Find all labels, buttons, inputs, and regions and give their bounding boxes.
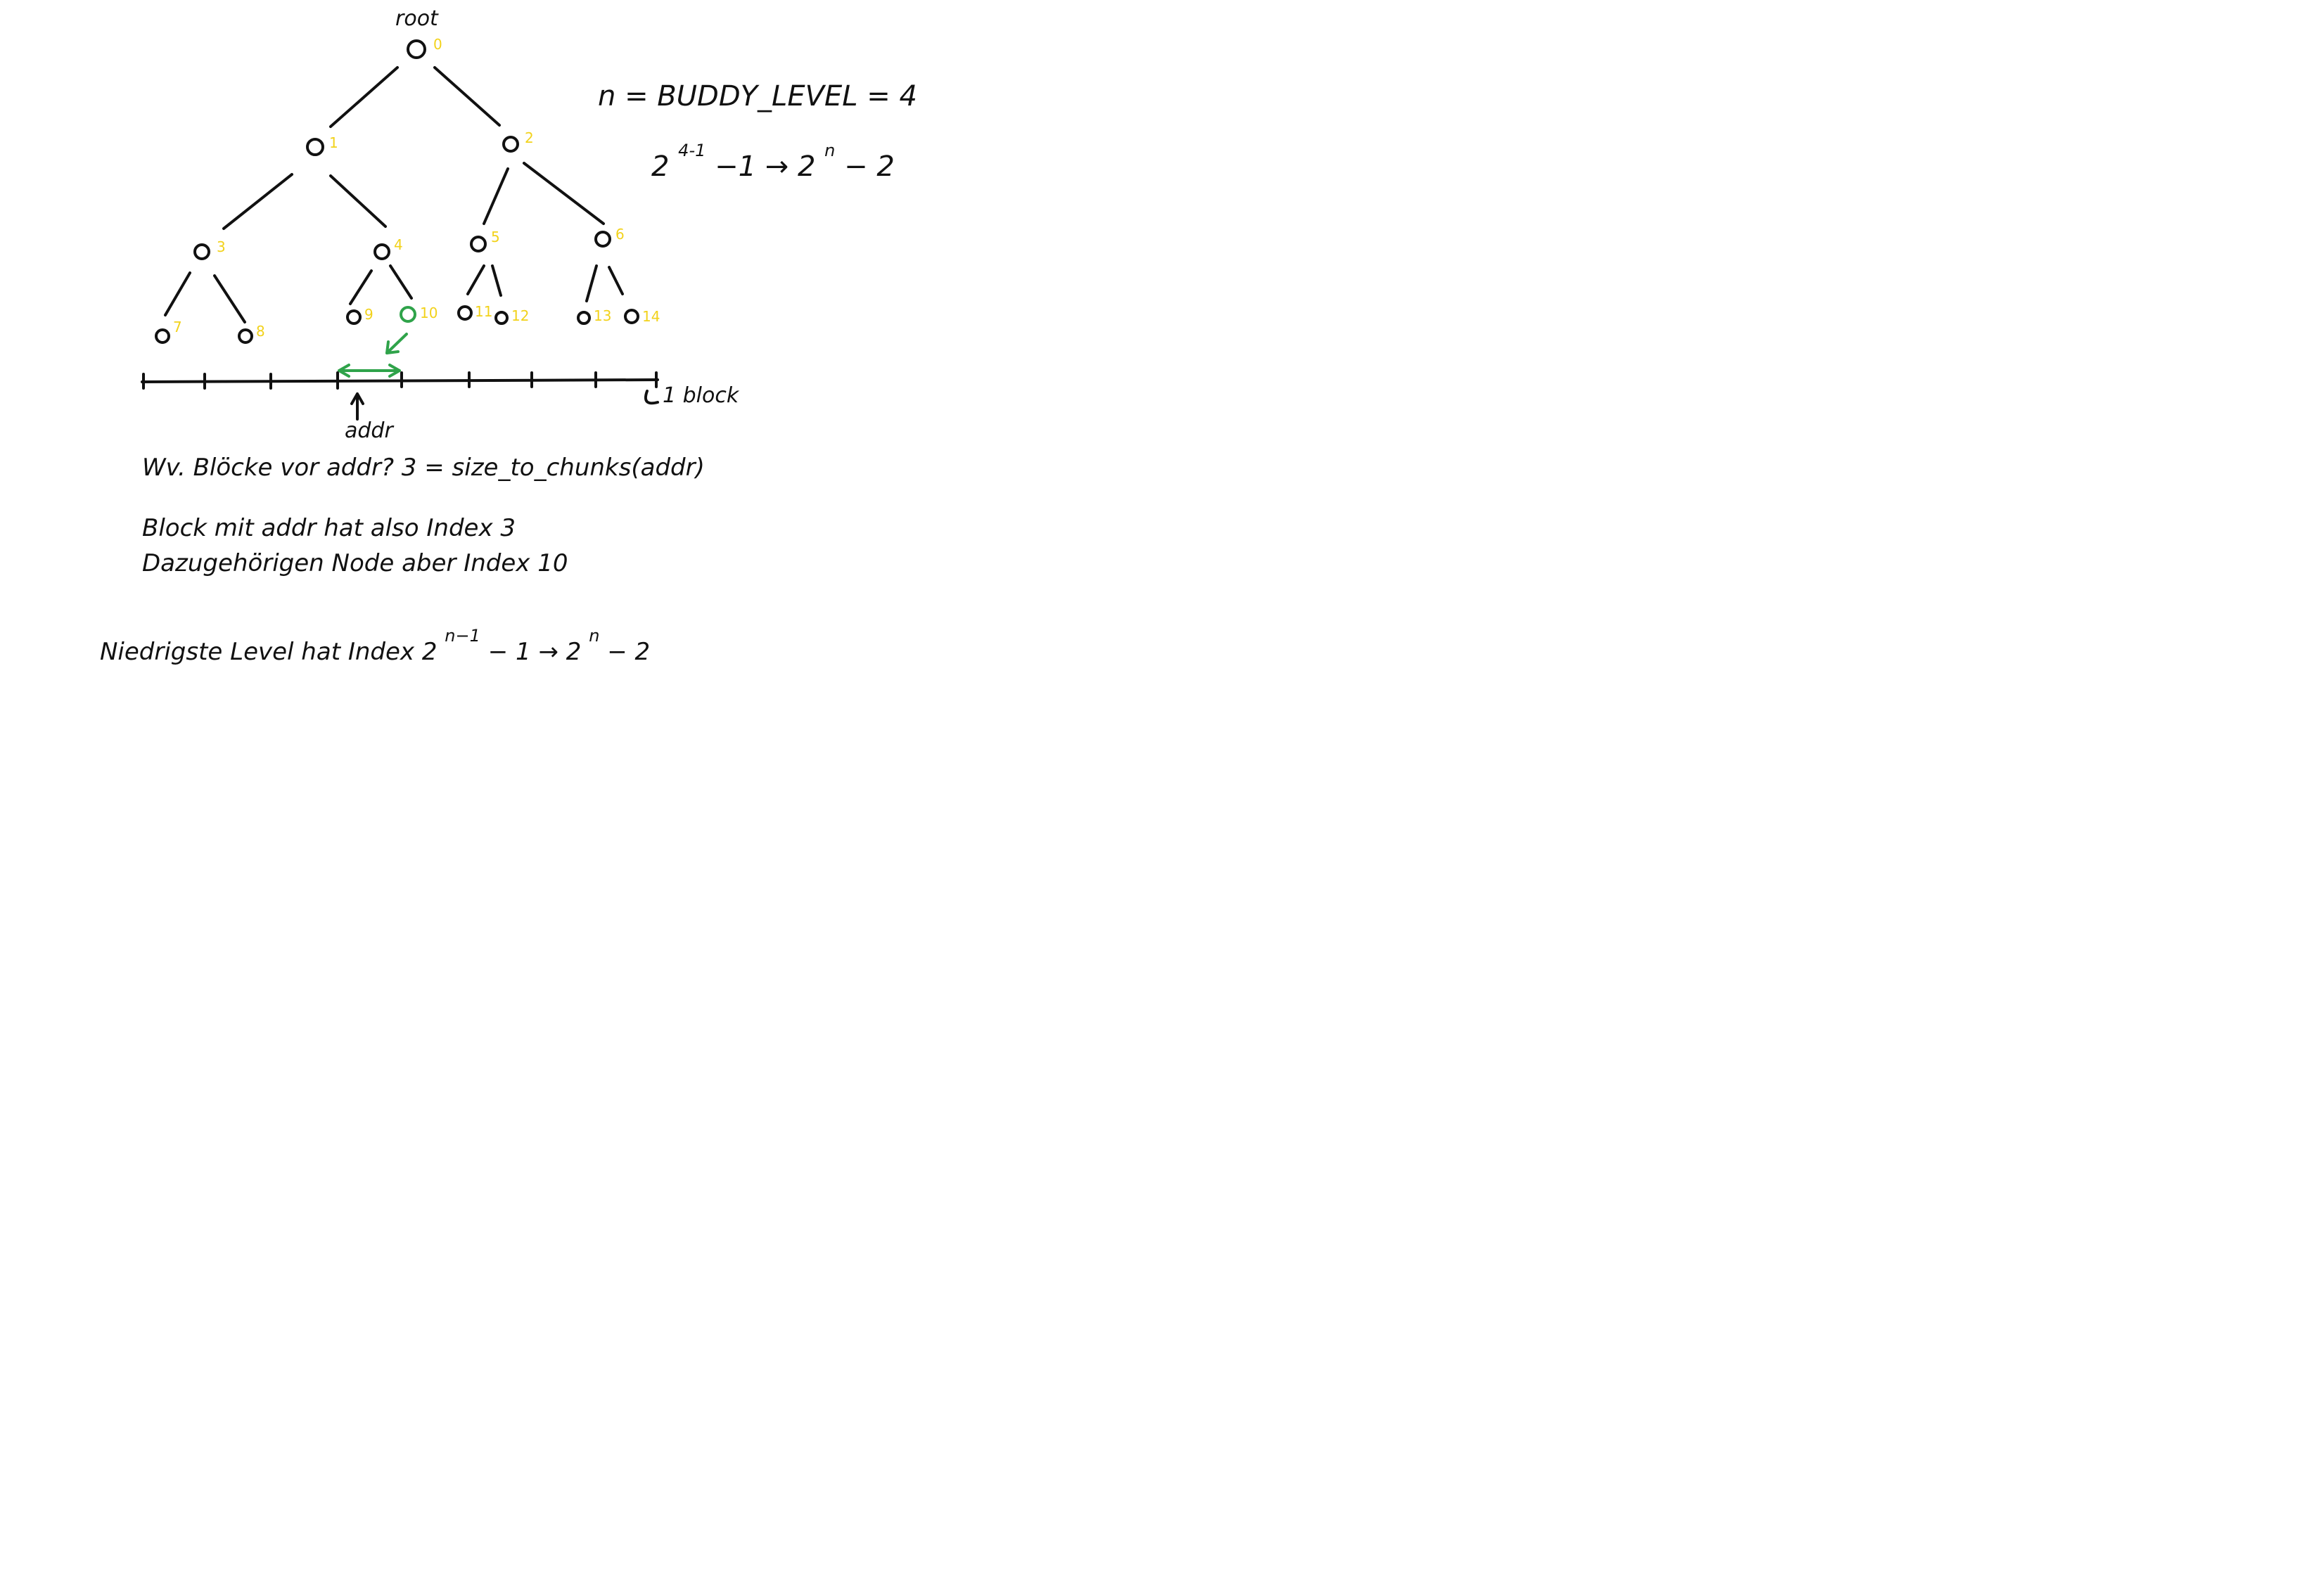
axis-line	[141, 378, 659, 383]
tree-node-0: 0	[407, 36, 442, 59]
node-index-8: 8	[256, 323, 265, 340]
note-line-3: Dazugehörigen Node aber Index 10	[142, 549, 568, 577]
edge-6-14	[608, 266, 624, 295]
range-base: 2	[651, 150, 669, 183]
tree-nodes: 0 1 2 3 4 5 6 7	[155, 36, 660, 344]
note-line-4-mid: − 1 → 2	[488, 638, 582, 666]
tree-edges	[164, 66, 624, 324]
note-line-4-end: − 2	[607, 638, 650, 666]
root-label: root	[395, 6, 439, 31]
node-index-14: 14	[642, 308, 660, 325]
range-formula: 2 4-1 −1 → 2 n − 2	[651, 131, 895, 183]
tree-node-6: 6	[594, 226, 625, 248]
note-line-4-exp2: n	[589, 626, 599, 646]
highlight-arrows	[338, 333, 408, 378]
notes: Wv. Blöcke vor addr? 3 = size_to_chunks(…	[100, 454, 705, 666]
tree-node-10: 10	[400, 305, 438, 323]
addr-label: addr	[345, 418, 394, 443]
edge-2-5	[483, 167, 509, 225]
node-index-3: 3	[217, 238, 226, 255]
formula-block: n = BUDDY_LEVEL = 4 2 4-1 −1 → 2 n − 2	[598, 80, 917, 183]
note-line-4-exp1: n−1	[445, 626, 480, 646]
range-mid: −1 → 2	[715, 150, 815, 183]
edge-2-6	[523, 162, 605, 225]
range-exp2: n	[824, 141, 835, 160]
note-line-4-pre: Niedrigste Level hat Index 2	[100, 638, 437, 666]
edge-0-2	[433, 66, 501, 127]
tree-node-5: 5	[470, 229, 500, 252]
edge-3-8	[213, 274, 246, 324]
tree-node-9: 9	[346, 306, 374, 325]
n-buddy-level-formula: n = BUDDY_LEVEL = 4	[598, 80, 917, 113]
node-index-4: 4	[394, 236, 403, 253]
note-line-2: Block mit addr hat also Index 3	[142, 514, 516, 542]
node-index-1: 1	[329, 134, 338, 151]
arrow-node-to-block	[385, 333, 408, 354]
block-hook	[644, 390, 659, 405]
range-exp1: 4-1	[678, 141, 706, 160]
node-index-6: 6	[615, 226, 625, 243]
note-line-1: Wv. Blöcke vor addr? 3 = size_to_chunks(…	[142, 454, 705, 482]
tree-node-12: 12	[494, 307, 529, 325]
block-axis: addr 1 block	[141, 371, 740, 443]
node-index-11: 11	[475, 303, 492, 320]
edge-5-12	[491, 264, 502, 297]
tree-node-11: 11	[457, 303, 492, 321]
edge-1-4	[329, 174, 387, 228]
edge-3-7	[164, 271, 191, 316]
node-index-7: 7	[173, 319, 182, 335]
edge-1-3	[222, 173, 293, 230]
tree-node-13: 13	[577, 307, 611, 325]
tree-node-1: 1	[306, 134, 338, 156]
range-end: − 2	[844, 150, 895, 183]
tree-node-14: 14	[624, 308, 660, 325]
node-index-10: 10	[420, 305, 438, 321]
node-index-13: 13	[594, 307, 611, 324]
edge-5-11	[466, 264, 485, 295]
node-index-5: 5	[491, 229, 500, 245]
tree-node-7: 7	[155, 319, 182, 344]
block-span-arrow	[338, 364, 401, 378]
tree-node-3: 3	[193, 238, 226, 260]
edge-4-9	[349, 269, 373, 305]
node-index-2: 2	[525, 129, 534, 146]
tree-node-2: 2	[502, 129, 534, 153]
tree-node-8: 8	[238, 323, 265, 344]
edge-4-10	[389, 264, 413, 300]
tree-node-4: 4	[374, 236, 403, 260]
addr-arrow	[350, 392, 364, 421]
node-index-0: 0	[433, 36, 442, 53]
node-index-12: 12	[511, 307, 529, 324]
note-line-4: Niedrigste Level hat Index 2 n−1 − 1 → 2…	[100, 620, 650, 666]
edge-0-1	[329, 66, 399, 128]
block-label: 1 block	[663, 383, 740, 408]
edge-6-13	[585, 264, 598, 302]
node-index-9: 9	[364, 306, 374, 323]
axis-ticks	[142, 371, 658, 390]
